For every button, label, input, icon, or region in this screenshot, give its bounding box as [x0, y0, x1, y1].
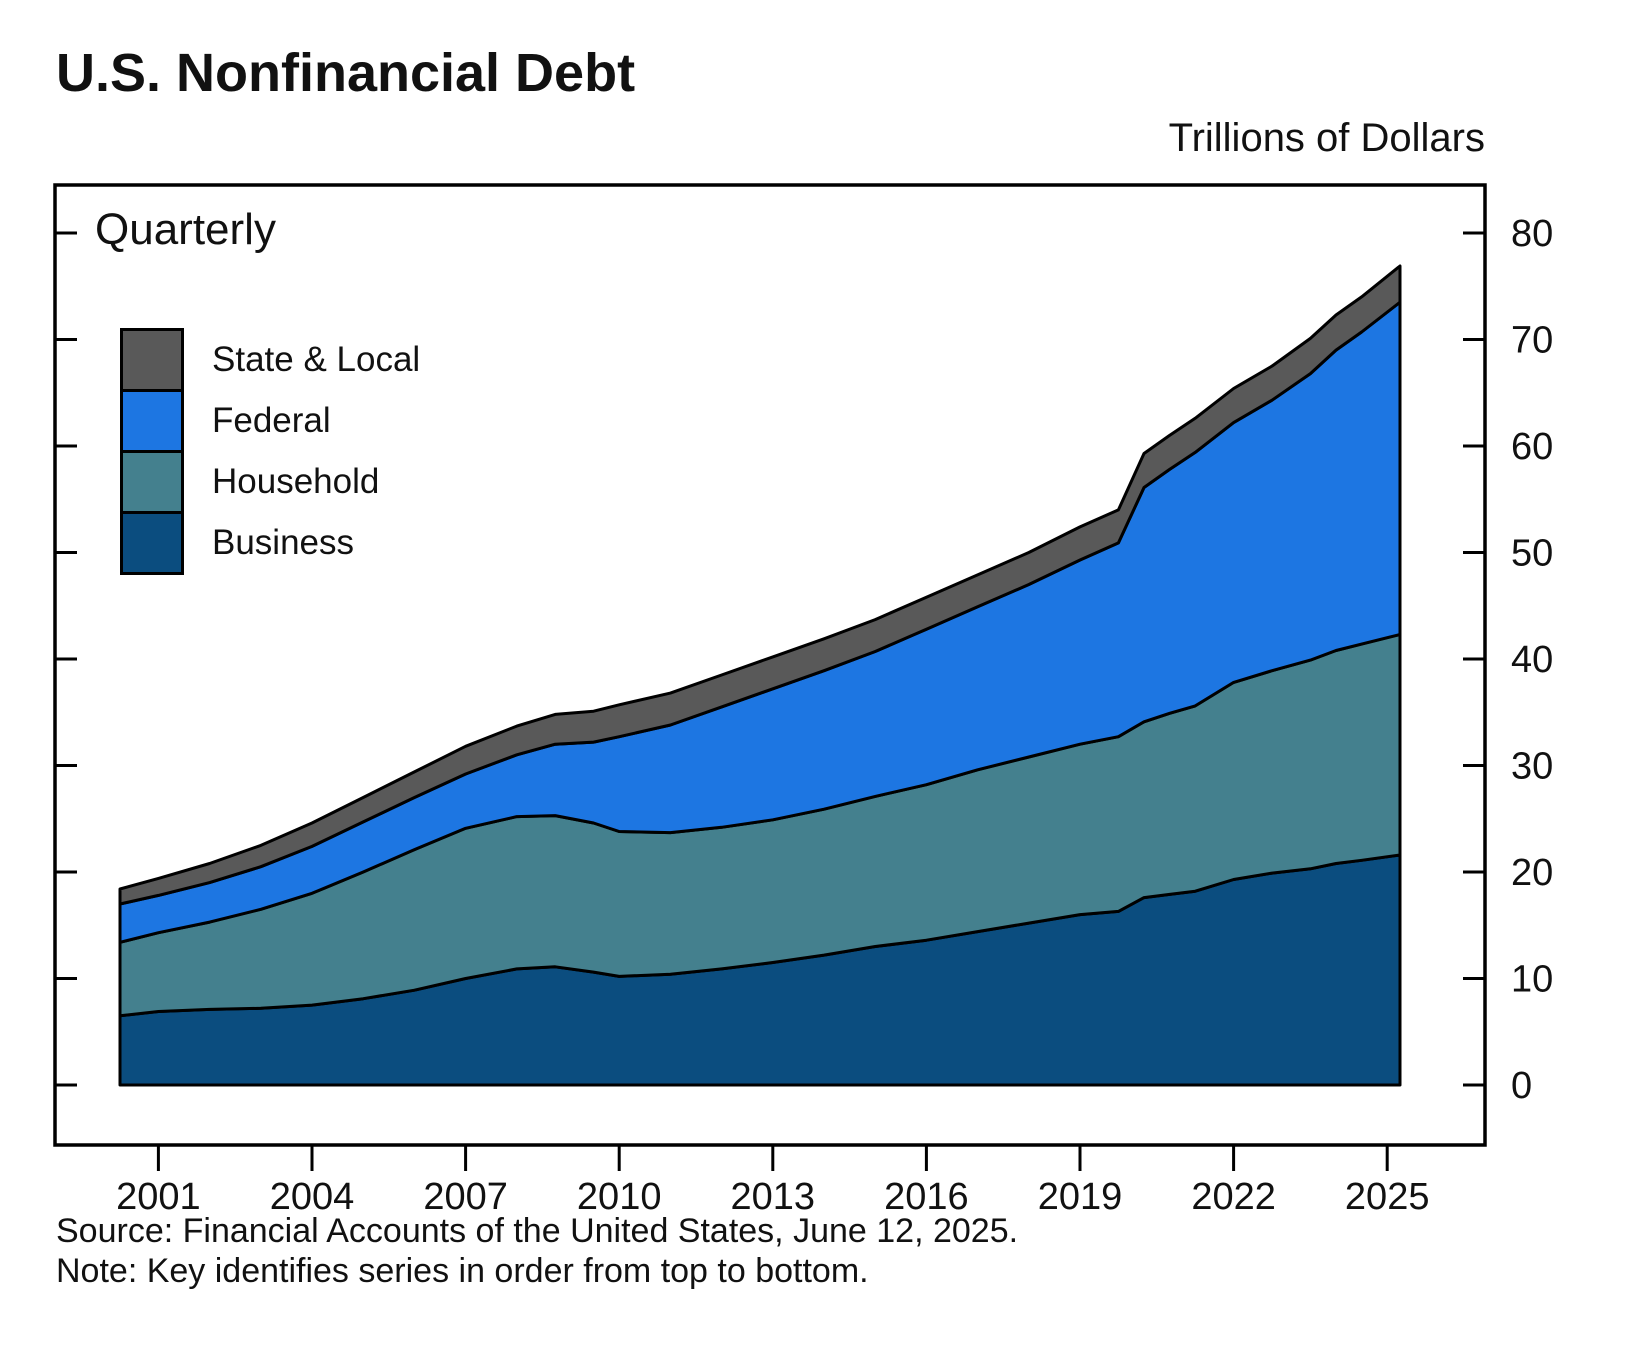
x-axis-label: 2013 [731, 1176, 816, 1218]
legend-swatch-federal [120, 389, 184, 453]
x-axis-label: 2022 [1191, 1176, 1276, 1218]
legend-label-state-local: State & Local [212, 340, 421, 379]
legend-swatch-business [120, 511, 184, 575]
y-axis-label: 20 [1511, 852, 1553, 894]
x-axis-label: 2001 [116, 1176, 201, 1218]
legend-item-state-local: State & Local [120, 328, 420, 392]
y-axis-label: 70 [1511, 320, 1553, 362]
frequency-label: Quarterly [95, 205, 276, 254]
legend-label-household: Household [212, 462, 380, 501]
source-note: Source: Financial Accounts of the United… [56, 1212, 1019, 1250]
y-axis-label: 80 [1511, 213, 1553, 255]
y-axis-label: 0 [1511, 1065, 1532, 1107]
x-axis-label: 2004 [270, 1176, 355, 1218]
x-axis-label: 2025 [1345, 1176, 1430, 1218]
plot-frame [53, 183, 1487, 1147]
legend-label-federal: Federal [212, 401, 331, 440]
legend-item-federal: Federal [120, 389, 420, 453]
legend-swatch-state-local [120, 328, 184, 392]
y-axis-label: 60 [1511, 426, 1553, 468]
area-band-state-local [118, 264, 1402, 906]
legend-item-business: Business [120, 511, 420, 575]
y-axis-label: 30 [1511, 746, 1553, 788]
x-axis-label: 2010 [577, 1176, 662, 1218]
x-axis-label: 2016 [884, 1176, 969, 1218]
legend-label-business: Business [212, 523, 355, 562]
x-axis-label: 2019 [1038, 1176, 1123, 1218]
units-label: Trillions of Dollars [1168, 116, 1485, 160]
legend-item-household: Household [120, 450, 420, 514]
y-axis-label: 40 [1511, 639, 1553, 681]
x-axis-label: 2007 [423, 1176, 508, 1218]
chart-title: U.S. Nonfinancial Debt [56, 43, 636, 103]
order-note: Note: Key identifies series in order fro… [56, 1252, 869, 1290]
y-axis-label: 50 [1511, 533, 1553, 575]
y-axis-label: 10 [1511, 959, 1553, 1001]
legend: State & Local Federal Household Business [120, 328, 420, 575]
legend-swatch-household [120, 450, 184, 514]
